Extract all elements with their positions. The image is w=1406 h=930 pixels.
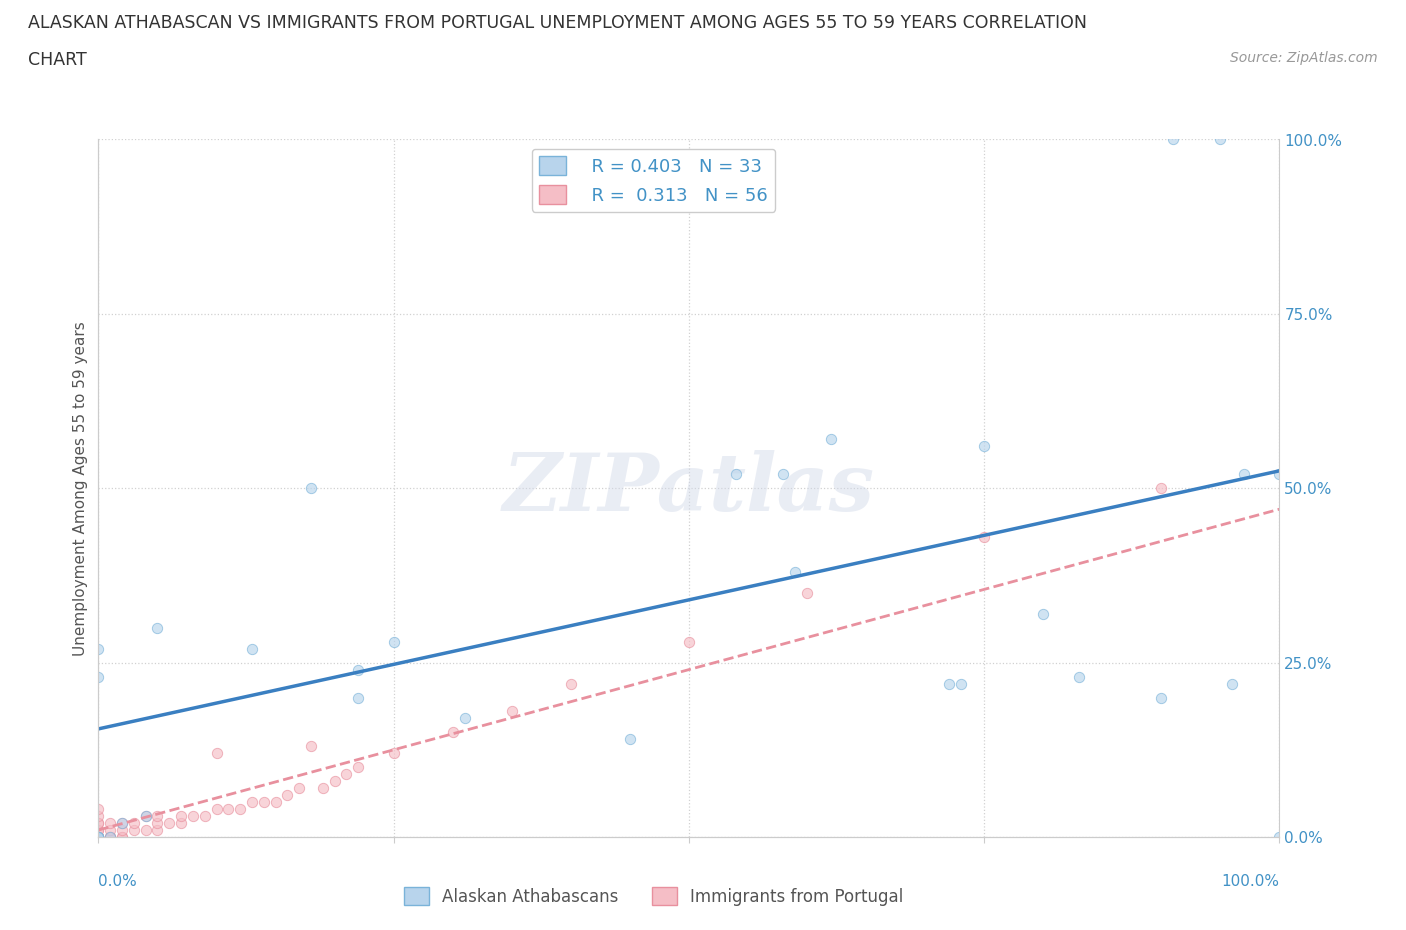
Point (87, 642, 110, 657)
Point (820, 432, 842, 447)
Point (87, 830, 110, 844)
Point (146, 620, 169, 635)
Point (1268, 830, 1291, 844)
Point (229, 802, 252, 817)
Point (87, 823, 110, 838)
Point (87, 830, 110, 844)
Point (240, 642, 263, 657)
Y-axis label: Unemployment Among Ages 55 to 59 years: Unemployment Among Ages 55 to 59 years (73, 321, 89, 656)
Point (146, 816, 169, 830)
Point (135, 809, 157, 824)
Point (87, 809, 110, 824)
Point (87, 816, 110, 830)
Point (453, 711, 475, 725)
Point (785, 565, 807, 579)
Point (98, 823, 121, 838)
Point (1067, 670, 1090, 684)
Point (347, 690, 370, 705)
Point (299, 738, 322, 753)
Point (146, 809, 169, 824)
Point (441, 725, 464, 740)
Point (253, 794, 276, 809)
Text: ZIPatlas: ZIPatlas (503, 449, 875, 527)
Point (347, 662, 370, 677)
Point (501, 704, 523, 719)
Point (335, 766, 357, 781)
Point (678, 634, 700, 649)
Point (122, 823, 145, 838)
Point (146, 823, 169, 838)
Point (1150, 690, 1173, 705)
Point (299, 481, 322, 496)
Point (111, 823, 134, 838)
Point (796, 586, 818, 601)
Point (98, 816, 121, 830)
Point (98, 830, 121, 844)
Point (135, 809, 157, 824)
Point (181, 809, 204, 824)
Text: CHART: CHART (28, 51, 87, 69)
Point (87, 830, 110, 844)
Point (1233, 467, 1256, 482)
Point (560, 676, 582, 691)
Point (240, 794, 263, 809)
Point (157, 816, 180, 830)
Point (98, 830, 121, 844)
Point (217, 802, 239, 817)
Point (98, 830, 121, 844)
Point (194, 809, 217, 824)
Point (87, 802, 110, 817)
Point (170, 816, 193, 830)
Point (949, 676, 972, 691)
Point (1209, 132, 1232, 147)
Point (288, 781, 311, 796)
Point (111, 830, 134, 844)
Point (111, 816, 134, 830)
Point (111, 816, 134, 830)
Point (973, 439, 995, 454)
Point (87, 830, 110, 844)
Text: 0.0%: 0.0% (98, 874, 138, 889)
Text: 100.0%: 100.0% (1222, 874, 1279, 889)
Point (205, 746, 228, 761)
Point (1161, 132, 1184, 147)
Point (122, 816, 145, 830)
Point (135, 823, 157, 838)
Point (382, 634, 405, 649)
Point (87, 830, 110, 844)
Point (312, 781, 335, 796)
Text: ALASKAN ATHABASCAN VS IMMIGRANTS FROM PORTUGAL UNEMPLOYMENT AMONG AGES 55 TO 59 : ALASKAN ATHABASCAN VS IMMIGRANTS FROM PO… (28, 14, 1087, 32)
Text: Source: ZipAtlas.com: Source: ZipAtlas.com (1230, 51, 1378, 65)
Point (205, 802, 228, 817)
Point (170, 809, 193, 824)
Point (111, 830, 134, 844)
Point (1220, 676, 1243, 691)
Point (938, 676, 960, 691)
Point (1268, 467, 1291, 482)
Point (87, 830, 110, 844)
Point (725, 467, 748, 482)
Point (87, 830, 110, 844)
Point (87, 830, 110, 844)
Point (264, 794, 287, 809)
Point (619, 732, 641, 747)
Point (87, 830, 110, 844)
Point (276, 788, 298, 803)
Legend: Alaskan Athabascans, Immigrants from Portugal: Alaskan Athabascans, Immigrants from Por… (396, 881, 910, 912)
Point (87, 670, 110, 684)
Point (87, 816, 110, 830)
Point (1032, 606, 1054, 621)
Point (382, 746, 405, 761)
Point (87, 830, 110, 844)
Point (87, 830, 110, 844)
Point (1150, 481, 1173, 496)
Point (772, 467, 794, 482)
Point (323, 774, 346, 789)
Point (98, 830, 121, 844)
Point (347, 760, 370, 775)
Point (973, 530, 995, 545)
Point (87, 823, 110, 838)
